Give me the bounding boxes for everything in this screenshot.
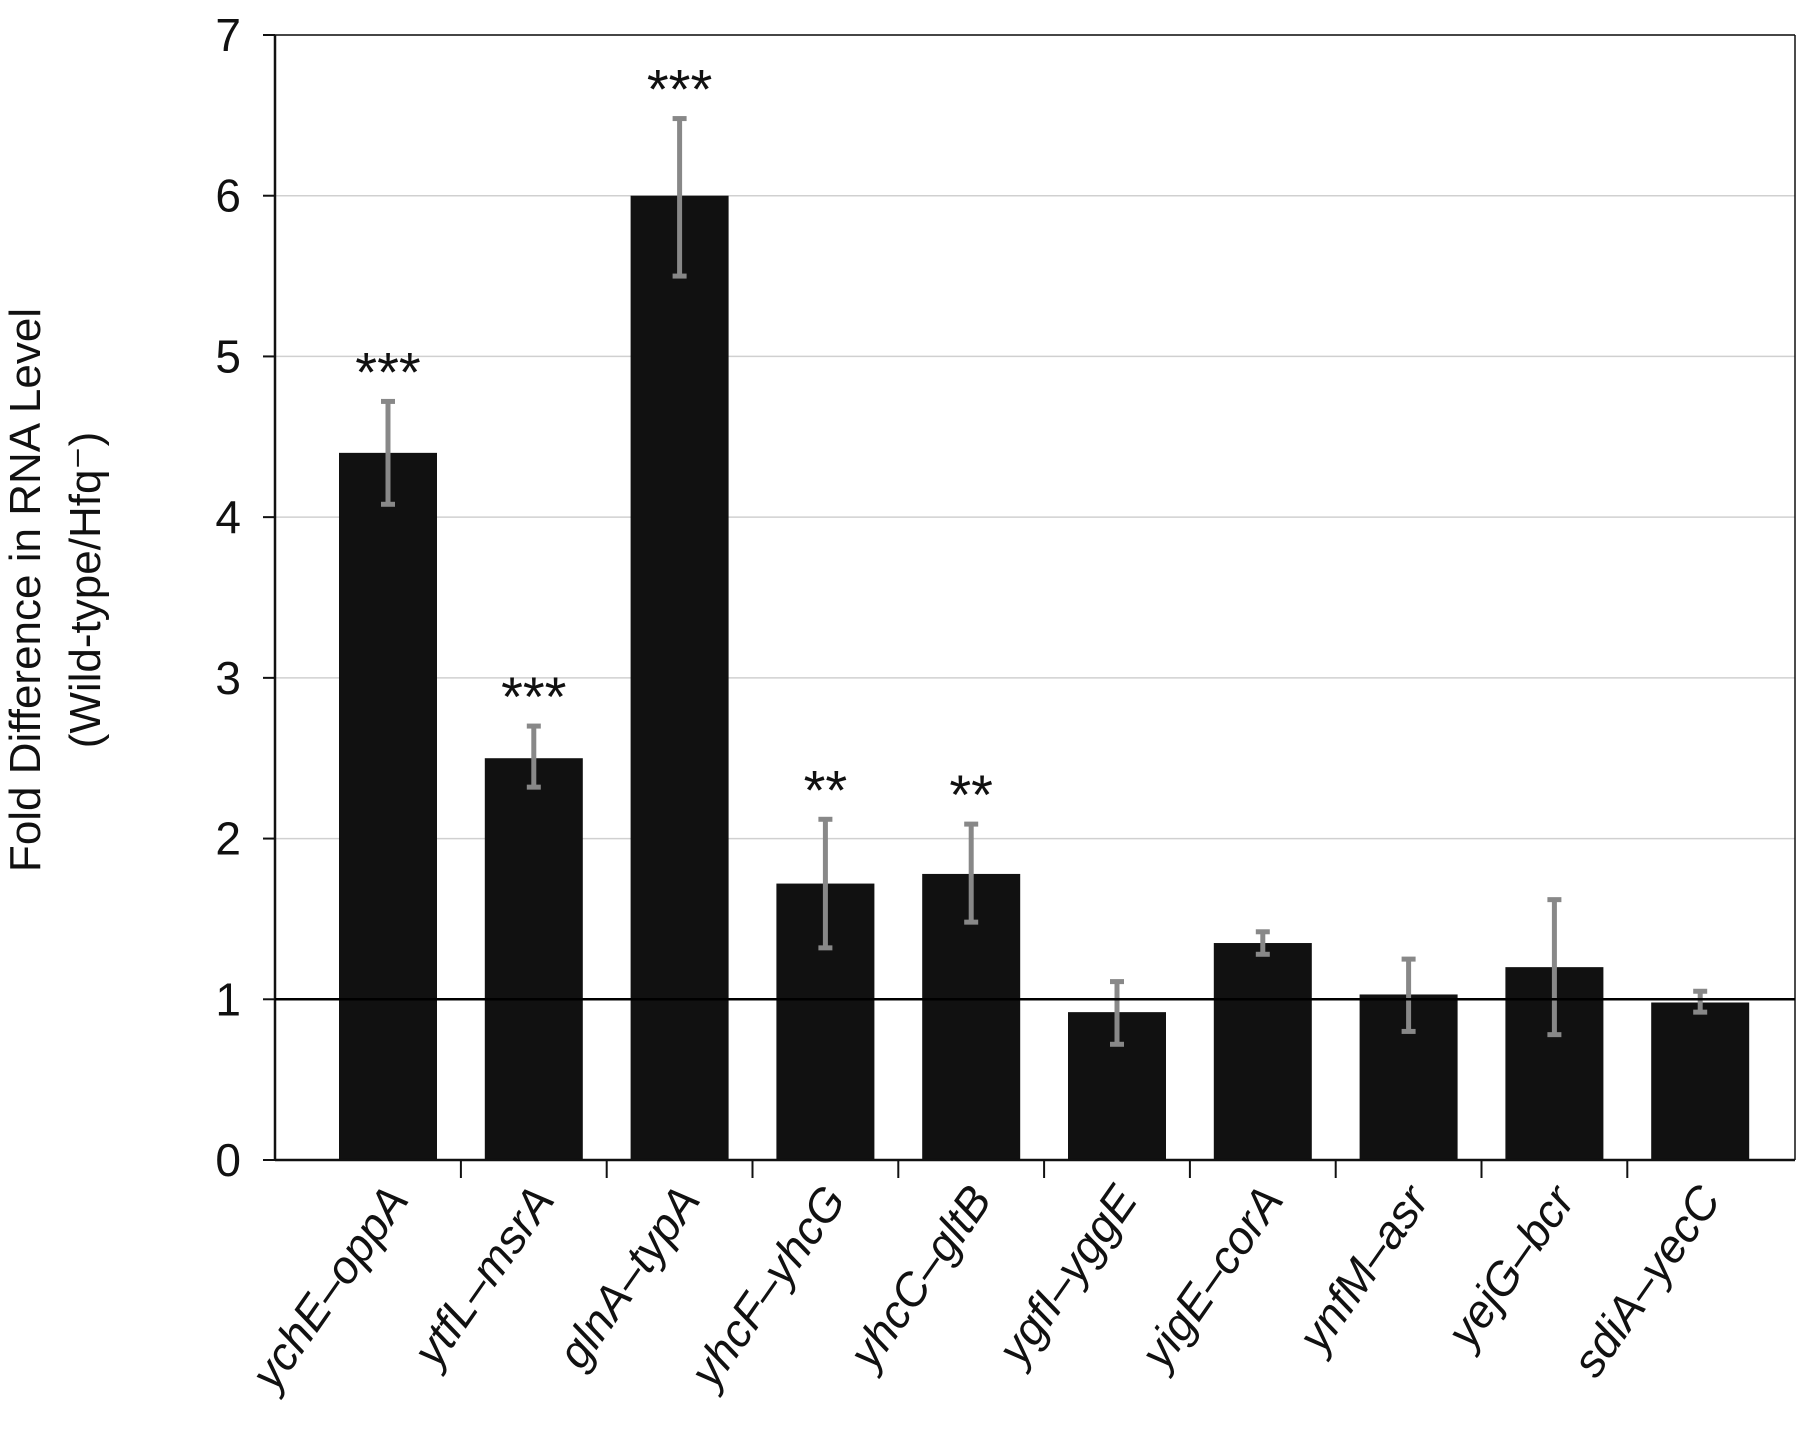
y-tick-label: 4	[215, 491, 241, 543]
y-axis-title: Fold Difference in RNA Level	[1, 308, 50, 872]
x-tick-label: yigE–corA	[1128, 1176, 1293, 1380]
x-tick-label: yejG–bcr	[1435, 1175, 1586, 1359]
x-tick-label: sdiA–yecC	[1562, 1175, 1731, 1386]
significance-label: ***	[647, 58, 712, 121]
bar	[484, 758, 583, 1160]
y-tick-label: 0	[215, 1134, 241, 1186]
bars	[339, 116, 1750, 1160]
labels: 0 1 2 3 4 5 6 7 *** ychE–oppA *** ytfL–msrA *** glnA–…	[215, 9, 1730, 1401]
bar	[1213, 943, 1312, 1160]
y-tick-label: 2	[215, 813, 241, 865]
y-tick-label: 7	[215, 9, 241, 61]
x-tick-label: ynfM–asr	[1286, 1175, 1440, 1364]
significance-label: ***	[355, 340, 420, 403]
x-tick-label: ytfL–msrA	[401, 1176, 564, 1378]
y-tick-label: 5	[215, 330, 241, 382]
significance-label: ***	[501, 665, 566, 728]
y-tick-label: 6	[215, 170, 241, 222]
y-tick-label: 3	[215, 652, 241, 704]
bar	[1651, 1002, 1750, 1160]
significance-label: **	[804, 758, 848, 821]
x-tick-label: ygfI–yggE	[986, 1175, 1148, 1376]
x-tick-label: yhcC–gltB	[837, 1176, 1002, 1380]
y-axis-subtitle: (Wild-type/Hfq⁻)	[61, 432, 110, 749]
x-tick-label: glnA–typA	[547, 1176, 710, 1378]
x-tick-label: ychE–oppA	[239, 1176, 418, 1401]
bar	[339, 452, 437, 1160]
y-tick-label: 1	[215, 973, 241, 1025]
axes	[263, 34, 1796, 1178]
bar	[630, 195, 729, 1160]
significance-label: **	[949, 763, 993, 826]
